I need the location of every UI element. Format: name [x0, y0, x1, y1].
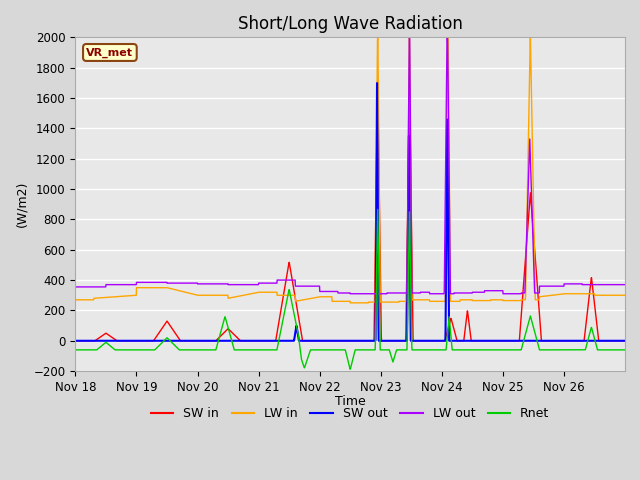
SW out	[193, 338, 201, 344]
LW out	[271, 280, 278, 286]
Rnet	[125, 347, 132, 353]
Line: Rnet: Rnet	[76, 209, 625, 369]
Rnet	[621, 347, 629, 353]
LW out	[158, 279, 166, 285]
Rnet	[550, 347, 558, 353]
LW in	[621, 292, 629, 298]
SW out	[550, 338, 558, 344]
Text: VR_met: VR_met	[86, 48, 133, 58]
SW out	[621, 338, 629, 344]
Rnet	[193, 347, 201, 353]
Line: SW out: SW out	[76, 83, 625, 341]
Line: SW in: SW in	[76, 81, 625, 341]
LW out	[346, 291, 354, 297]
SW in	[374, 78, 381, 84]
SW out	[271, 338, 278, 344]
LW in	[550, 292, 558, 298]
SW in	[72, 338, 79, 344]
SW out	[72, 338, 79, 344]
LW in	[72, 297, 79, 303]
Rnet	[368, 347, 376, 353]
LW in	[374, 35, 381, 40]
LW out	[621, 282, 629, 288]
SW in	[193, 338, 201, 344]
LW in	[125, 293, 132, 299]
SW in	[271, 338, 278, 344]
SW out	[373, 80, 381, 86]
LW in	[158, 285, 166, 290]
Rnet	[158, 340, 166, 346]
LW in	[193, 292, 201, 298]
Y-axis label: (W/m2): (W/m2)	[15, 181, 28, 228]
SW in	[621, 338, 629, 344]
LW in	[368, 299, 376, 305]
LW out	[368, 291, 376, 297]
SW out	[367, 338, 375, 344]
Title: Short/Long Wave Radiation: Short/Long Wave Radiation	[238, 15, 463, 33]
LW out	[193, 280, 201, 286]
LW in	[271, 289, 278, 295]
LW out	[405, 35, 413, 40]
SW out	[158, 338, 166, 344]
Line: LW out: LW out	[76, 37, 625, 294]
SW in	[367, 338, 375, 344]
LW out	[72, 284, 79, 290]
LW in	[346, 300, 354, 306]
Legend: SW in, LW in, SW out, LW out, Rnet: SW in, LW in, SW out, LW out, Rnet	[146, 402, 554, 425]
LW out	[550, 283, 558, 289]
Rnet	[72, 347, 79, 353]
SW out	[125, 338, 132, 344]
Rnet	[374, 206, 381, 212]
SW in	[158, 326, 166, 332]
Rnet	[271, 347, 278, 353]
Line: LW in: LW in	[76, 37, 625, 303]
SW in	[550, 338, 558, 344]
LW out	[125, 282, 132, 288]
Rnet	[346, 366, 354, 372]
SW in	[125, 338, 132, 344]
X-axis label: Time: Time	[335, 395, 365, 408]
